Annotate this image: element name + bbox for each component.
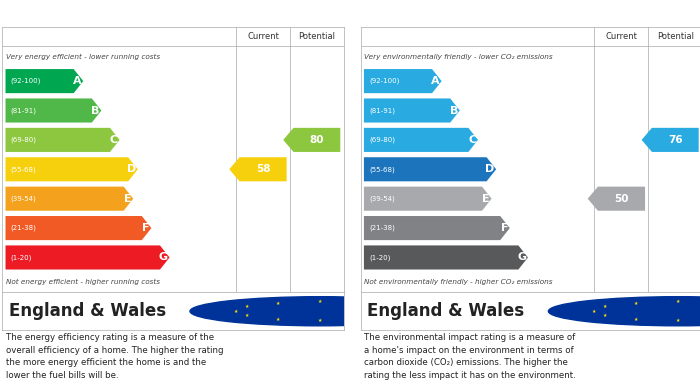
Text: Current: Current — [247, 32, 279, 41]
Text: ★: ★ — [318, 299, 322, 304]
Circle shape — [190, 297, 449, 326]
Polygon shape — [364, 128, 478, 152]
Polygon shape — [6, 246, 169, 269]
Polygon shape — [6, 69, 83, 93]
Text: 2002/91/EC: 2002/91/EC — [600, 314, 652, 323]
Circle shape — [548, 297, 700, 326]
Polygon shape — [6, 187, 133, 211]
Text: G: G — [517, 253, 526, 262]
Polygon shape — [6, 216, 151, 240]
Polygon shape — [284, 128, 340, 152]
Polygon shape — [230, 157, 287, 181]
Text: (39-54): (39-54) — [10, 196, 36, 202]
Text: EU Directive: EU Directive — [241, 302, 297, 311]
Polygon shape — [364, 187, 491, 211]
Text: A: A — [73, 76, 81, 86]
Text: Very energy efficient - lower running costs: Very energy efficient - lower running co… — [6, 54, 160, 59]
Text: (69-80): (69-80) — [369, 136, 395, 143]
Text: (21-38): (21-38) — [369, 225, 395, 231]
Text: ★: ★ — [233, 309, 237, 314]
Polygon shape — [588, 187, 645, 211]
Text: ★: ★ — [592, 309, 596, 314]
Text: Potential: Potential — [298, 32, 335, 41]
Text: ★: ★ — [318, 318, 322, 323]
Text: C: C — [468, 135, 476, 145]
Text: ★: ★ — [244, 304, 249, 309]
Text: C: C — [110, 135, 118, 145]
Text: (39-54): (39-54) — [369, 196, 395, 202]
Text: ★: ★ — [391, 314, 395, 318]
Text: ★: ★ — [275, 301, 280, 305]
Polygon shape — [364, 99, 460, 122]
Text: 76: 76 — [668, 135, 682, 145]
Text: F: F — [142, 223, 150, 233]
Text: EU Directive: EU Directive — [600, 302, 655, 311]
Text: ★: ★ — [360, 317, 364, 322]
Text: Very environmentally friendly - lower CO₂ emissions: Very environmentally friendly - lower CO… — [364, 54, 552, 59]
Text: 2002/91/EC: 2002/91/EC — [241, 314, 293, 323]
Text: G: G — [159, 253, 168, 262]
Text: D: D — [485, 164, 494, 174]
Polygon shape — [6, 128, 120, 152]
Text: ★: ★ — [402, 309, 407, 314]
Text: The energy efficiency rating is a measure of the
overall efficiency of a home. T: The energy efficiency rating is a measur… — [6, 334, 223, 380]
Text: (1-20): (1-20) — [369, 254, 391, 261]
Text: ★: ★ — [634, 301, 638, 305]
Text: ★: ★ — [275, 317, 280, 322]
Text: E: E — [482, 194, 490, 204]
Polygon shape — [364, 246, 528, 269]
Text: F: F — [500, 223, 508, 233]
Text: (92-100): (92-100) — [369, 78, 400, 84]
Text: ★: ★ — [603, 304, 608, 309]
Polygon shape — [6, 99, 101, 122]
Text: Not energy efficient - higher running costs: Not energy efficient - higher running co… — [6, 279, 160, 285]
Polygon shape — [6, 157, 138, 181]
Text: Current: Current — [606, 32, 638, 41]
Text: (81-91): (81-91) — [10, 107, 36, 114]
Text: The environmental impact rating is a measure of
a home's impact on the environme: The environmental impact rating is a mea… — [364, 334, 575, 380]
Text: (69-80): (69-80) — [10, 136, 36, 143]
Polygon shape — [364, 216, 510, 240]
Polygon shape — [364, 157, 496, 181]
Text: 50: 50 — [614, 194, 629, 204]
Text: (92-100): (92-100) — [10, 78, 41, 84]
Text: D: D — [127, 164, 136, 174]
Text: Not environmentally friendly - higher CO₂ emissions: Not environmentally friendly - higher CO… — [364, 279, 552, 285]
Text: B: B — [449, 106, 458, 115]
Text: Environmental Impact (CO₂) Rating: Environmental Impact (CO₂) Rating — [365, 7, 598, 20]
Text: A: A — [431, 76, 440, 86]
Text: England & Wales: England & Wales — [9, 302, 166, 320]
Text: ★: ★ — [244, 314, 249, 318]
Polygon shape — [642, 128, 699, 152]
Text: B: B — [91, 106, 99, 115]
Text: (1-20): (1-20) — [10, 254, 32, 261]
Text: (21-38): (21-38) — [10, 225, 36, 231]
Text: ★: ★ — [360, 301, 364, 305]
Text: (81-91): (81-91) — [369, 107, 395, 114]
Text: ★: ★ — [603, 314, 608, 318]
Text: (55-68): (55-68) — [369, 166, 395, 172]
Polygon shape — [364, 69, 442, 93]
Text: Energy Efficiency Rating: Energy Efficiency Rating — [7, 7, 169, 20]
Text: ★: ★ — [676, 299, 680, 304]
Text: ★: ★ — [676, 318, 680, 323]
Text: 58: 58 — [256, 164, 270, 174]
Text: Potential: Potential — [657, 32, 694, 41]
Text: (55-68): (55-68) — [10, 166, 36, 172]
Text: England & Wales: England & Wales — [368, 302, 524, 320]
Text: ★: ★ — [634, 317, 638, 322]
Text: E: E — [124, 194, 132, 204]
Text: 80: 80 — [309, 135, 324, 145]
Text: ★: ★ — [391, 304, 395, 309]
